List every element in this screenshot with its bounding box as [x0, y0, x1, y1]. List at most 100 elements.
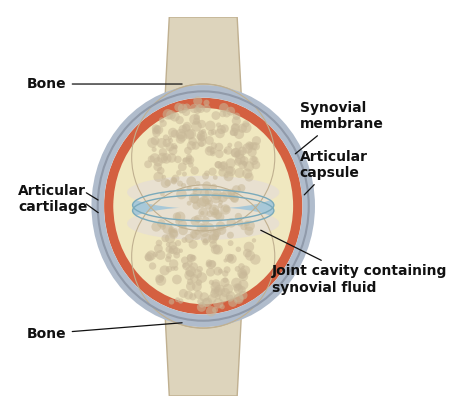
Point: [191, 164, 198, 171]
Point: [233, 118, 240, 124]
Point: [243, 123, 251, 130]
Point: [233, 284, 241, 291]
Point: [231, 230, 238, 237]
Point: [231, 195, 238, 201]
Point: [169, 186, 177, 192]
Point: [220, 159, 228, 165]
Point: [161, 108, 169, 114]
Point: [224, 286, 232, 292]
Point: [211, 135, 219, 141]
Point: [184, 160, 191, 167]
Point: [196, 204, 204, 211]
Point: [157, 132, 164, 139]
Point: [234, 131, 241, 137]
Point: [170, 257, 177, 264]
Point: [182, 158, 190, 164]
Point: [252, 178, 259, 185]
Point: [147, 156, 155, 162]
Point: [209, 169, 216, 175]
Point: [142, 249, 150, 256]
Point: [202, 176, 210, 183]
Point: [227, 220, 235, 227]
Point: [237, 291, 244, 297]
Point: [236, 106, 244, 113]
Point: [222, 206, 229, 213]
Point: [194, 112, 201, 119]
Point: [186, 260, 193, 267]
Point: [231, 195, 238, 202]
Point: [145, 254, 152, 261]
Point: [170, 247, 177, 254]
Point: [239, 115, 246, 121]
Point: [181, 162, 189, 169]
Point: [158, 231, 165, 238]
Point: [233, 223, 240, 230]
Point: [207, 224, 214, 230]
Point: [187, 242, 195, 248]
Point: [198, 209, 206, 216]
Point: [218, 227, 225, 233]
Point: [245, 228, 253, 234]
Point: [211, 208, 219, 214]
Point: [195, 105, 203, 112]
Point: [255, 134, 263, 141]
Polygon shape: [163, 272, 244, 396]
Point: [151, 240, 158, 246]
Point: [214, 255, 222, 262]
Point: [170, 231, 177, 237]
Point: [208, 261, 215, 268]
Point: [230, 294, 237, 301]
Point: [184, 172, 191, 178]
Point: [183, 213, 191, 219]
Point: [256, 145, 264, 152]
Point: [168, 169, 176, 176]
Point: [158, 116, 165, 123]
Point: [172, 292, 180, 299]
Point: [210, 273, 218, 280]
Point: [158, 163, 165, 170]
Point: [235, 296, 242, 302]
Point: [211, 207, 219, 214]
Point: [202, 208, 210, 214]
Point: [157, 266, 164, 272]
Point: [152, 125, 160, 132]
Point: [253, 228, 261, 235]
Point: [157, 252, 164, 258]
Point: [156, 275, 164, 282]
Point: [217, 140, 224, 147]
Point: [177, 136, 184, 142]
Ellipse shape: [127, 176, 279, 209]
Point: [147, 252, 155, 259]
Point: [214, 228, 221, 234]
Point: [239, 186, 246, 193]
Point: [198, 121, 206, 127]
Point: [259, 253, 266, 260]
Point: [176, 230, 184, 236]
Point: [155, 124, 163, 131]
Point: [235, 115, 243, 121]
Point: [144, 247, 152, 253]
Point: [171, 131, 179, 137]
Point: [158, 259, 165, 266]
Point: [203, 132, 210, 138]
Point: [247, 142, 255, 148]
Point: [170, 247, 177, 253]
Point: [169, 177, 176, 183]
Point: [210, 146, 217, 152]
Point: [185, 241, 192, 248]
Point: [165, 266, 173, 273]
Point: [159, 191, 166, 197]
Point: [193, 107, 201, 114]
Point: [213, 194, 221, 200]
Point: [198, 229, 205, 235]
Point: [204, 299, 211, 306]
Point: [200, 302, 208, 309]
Point: [143, 142, 150, 148]
Point: [193, 229, 201, 235]
Point: [250, 169, 257, 176]
Point: [165, 140, 173, 147]
Point: [170, 171, 177, 177]
Point: [153, 266, 161, 272]
Point: [213, 191, 220, 198]
Point: [202, 108, 210, 115]
